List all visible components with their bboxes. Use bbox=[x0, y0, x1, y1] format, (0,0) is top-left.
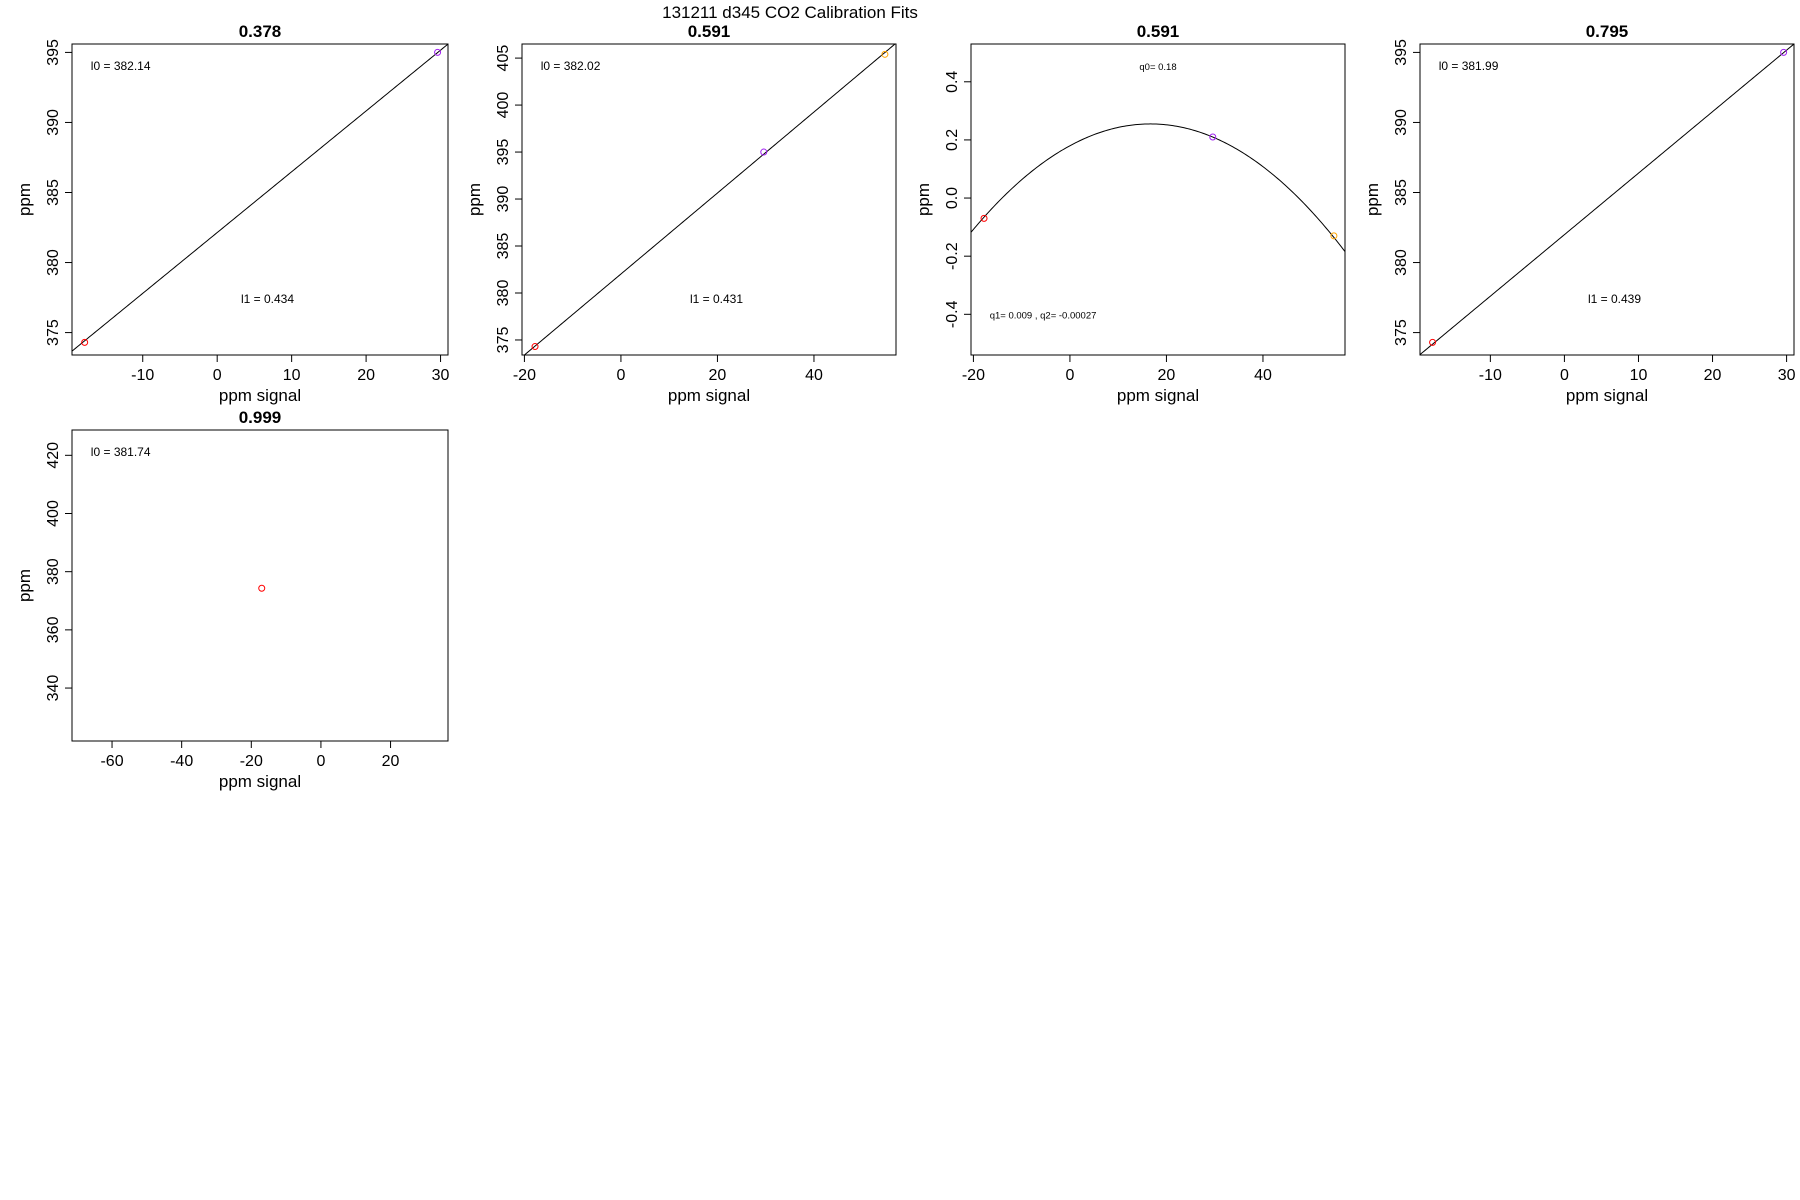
x-tick-label: 40 bbox=[1254, 367, 1272, 384]
panel-title: 0.795 bbox=[1586, 22, 1629, 41]
chart-panel-5: -60 -40 -20 0 20 340 360 380 400 420 ppm signal ppm… bbox=[15, 408, 449, 791]
data-point bbox=[1330, 232, 1338, 240]
x-tick-label: 0 bbox=[1560, 367, 1569, 384]
x-tick-label: -20 bbox=[240, 753, 263, 770]
x-tick-label: 20 bbox=[1704, 367, 1722, 384]
fit-annotation: q0= 0.18 bbox=[1139, 62, 1176, 73]
y-tick-label: 395 bbox=[495, 139, 512, 166]
y-tick-label: 395 bbox=[45, 39, 62, 66]
x-tick-label: 20 bbox=[357, 367, 375, 384]
y-tick-label: 0.0 bbox=[944, 187, 961, 209]
x-tick-label: 0 bbox=[616, 367, 625, 384]
y-tick-label: 340 bbox=[45, 675, 62, 702]
y-tick-label: 380 bbox=[45, 558, 62, 585]
y-tick-label: 360 bbox=[45, 616, 62, 643]
y-axis-label: ppm bbox=[465, 183, 484, 216]
x-tick-label: 20 bbox=[709, 367, 727, 384]
x-tick-label: -40 bbox=[170, 753, 193, 770]
x-tick-label: 20 bbox=[382, 753, 400, 770]
fit-line bbox=[1420, 44, 1794, 355]
x-tick-label: -20 bbox=[513, 367, 536, 384]
data-point bbox=[1209, 133, 1217, 141]
x-axis-label: ppm signal bbox=[1117, 386, 1199, 405]
x-tick-label: 0 bbox=[1065, 367, 1074, 384]
x-tick-label: -20 bbox=[962, 367, 985, 384]
x-tick-label: -10 bbox=[131, 367, 154, 384]
chart-panel-4: -10 0 10 20 30 375 380 385 390 395 ppm signal ppm 0.… bbox=[1363, 22, 1796, 405]
x-tick-label: 0 bbox=[213, 367, 222, 384]
fit-line bbox=[72, 44, 448, 352]
x-tick-label: 30 bbox=[432, 367, 450, 384]
panel-title: 0.378 bbox=[239, 22, 282, 41]
y-tick-label: -0.2 bbox=[944, 242, 961, 270]
y-tick-label: 0.2 bbox=[944, 129, 961, 151]
x-tick-label: 20 bbox=[1158, 367, 1176, 384]
data-point bbox=[1429, 338, 1437, 346]
y-tick-label: 375 bbox=[1393, 319, 1410, 346]
data-point bbox=[258, 584, 266, 592]
y-tick-label: 420 bbox=[45, 442, 62, 469]
x-tick-label: 10 bbox=[1630, 367, 1648, 384]
y-tick-label: 375 bbox=[495, 327, 512, 354]
panel-title: 0.591 bbox=[688, 22, 731, 41]
y-tick-label: 395 bbox=[1393, 39, 1410, 66]
x-tick-label: -60 bbox=[100, 753, 123, 770]
y-tick-label: 380 bbox=[45, 249, 62, 276]
y-tick-label: -0.4 bbox=[944, 300, 961, 328]
x-tick-label: 40 bbox=[805, 367, 823, 384]
chart-panel-3: -20 0 20 40 -0.4 -0.2 0.0 0.2 0.4 ppm signal ppm 0.… bbox=[914, 22, 1346, 405]
y-tick-label: 380 bbox=[1393, 249, 1410, 276]
x-axis-label: ppm signal bbox=[219, 386, 301, 405]
y-tick-label: 405 bbox=[495, 45, 512, 72]
chart-panel-1: -10 0 10 20 30 375 380 385 390 395 ppm signal ppm 0.… bbox=[15, 22, 450, 405]
y-axis-label: ppm bbox=[914, 183, 933, 216]
data-point bbox=[531, 343, 539, 351]
y-tick-label: 390 bbox=[495, 186, 512, 213]
data-point bbox=[81, 338, 89, 346]
plot-frame bbox=[970, 43, 1346, 356]
figure-title: 131211 d345 CO2 Calibration Fits bbox=[662, 3, 918, 22]
data-point bbox=[1780, 48, 1788, 56]
chart-panel-2: -20 0 20 40 375 380 385 390 395 400 405 ppm signal p… bbox=[465, 22, 897, 405]
y-axis-label: ppm bbox=[15, 183, 34, 216]
x-tick-label: 30 bbox=[1778, 367, 1796, 384]
x-tick-label: 10 bbox=[283, 367, 301, 384]
panel-title: 0.999 bbox=[239, 408, 282, 427]
data-point bbox=[434, 48, 442, 56]
fit-annotation: l1 = 0.439 bbox=[1588, 292, 1641, 306]
data-point bbox=[760, 148, 768, 156]
chart-panels: -10 0 10 20 30 375 380 385 390 395 ppm signal ppm 0.… bbox=[15, 22, 1796, 791]
y-tick-label: 380 bbox=[495, 280, 512, 307]
x-axis-label: ppm signal bbox=[1566, 386, 1648, 405]
fit-annotation: l0 = 382.02 bbox=[541, 59, 601, 73]
data-point bbox=[881, 50, 889, 58]
x-axis-label: ppm signal bbox=[219, 772, 301, 791]
y-axis-label: ppm bbox=[15, 569, 34, 602]
y-tick-label: 390 bbox=[1393, 109, 1410, 136]
y-tick-label: 385 bbox=[495, 233, 512, 260]
fit-annotation: l0 = 382.14 bbox=[91, 59, 151, 73]
fit-line bbox=[523, 44, 896, 355]
x-tick-label: 0 bbox=[316, 753, 325, 770]
y-tick-label: 385 bbox=[45, 179, 62, 206]
y-axis-label: ppm bbox=[1363, 183, 1382, 216]
y-tick-label: 375 bbox=[45, 319, 62, 346]
fit-annotation: l1 = 0.434 bbox=[241, 292, 294, 306]
fit-annotation: l0 = 381.99 bbox=[1439, 59, 1499, 73]
fit-line bbox=[971, 123, 1345, 252]
y-tick-label: 0.4 bbox=[944, 71, 961, 93]
panel-title: 0.591 bbox=[1137, 22, 1180, 41]
fit-annotation: l0 = 381.74 bbox=[91, 445, 151, 459]
x-axis-label: ppm signal bbox=[668, 386, 750, 405]
y-tick-label: 385 bbox=[1393, 179, 1410, 206]
fit-annotation: l1 = 0.431 bbox=[690, 292, 743, 306]
y-tick-label: 400 bbox=[495, 92, 512, 119]
x-tick-label: -10 bbox=[1479, 367, 1502, 384]
data-point bbox=[980, 214, 988, 222]
y-tick-label: 400 bbox=[45, 500, 62, 527]
y-tick-label: 390 bbox=[45, 109, 62, 136]
fit-annotation: q1= 0.009 , q2= -0.00027 bbox=[990, 311, 1097, 322]
